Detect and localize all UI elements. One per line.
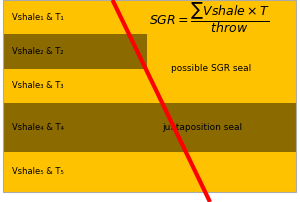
Bar [3,152,296,192]
Text: possible SGR seal: possible SGR seal [171,64,251,73]
Bar [3,0,296,34]
Text: Vshale₁ & T₁: Vshale₁ & T₁ [12,13,64,22]
Text: Vshale₅ & T₅: Vshale₅ & T₅ [12,167,64,176]
Bar [3,69,296,103]
Bar [147,152,296,192]
Bar [147,34,296,103]
Bar [3,103,296,152]
Bar [147,103,296,152]
Text: Vshale₄ & T₄: Vshale₄ & T₄ [12,123,64,132]
Text: $\mathit{SGR} = \dfrac{\sum \mathit{Vshale} \times \mathit{T}}{\mathit{throw}}$: $\mathit{SGR} = \dfrac{\sum \mathit{Vsha… [149,0,271,35]
Bar [3,34,296,69]
Text: Vshale₃ & T₃: Vshale₃ & T₃ [12,81,64,90]
Text: juxtaposition seal: juxtaposition seal [162,123,242,132]
Text: Vshale₂ & T₂: Vshale₂ & T₂ [12,47,64,56]
